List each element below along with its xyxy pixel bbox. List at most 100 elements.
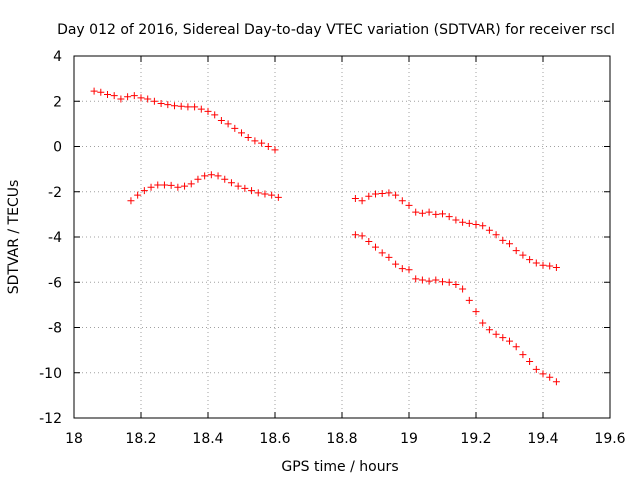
data-point	[526, 256, 534, 264]
x-tick-label: 18	[65, 431, 83, 447]
data-point	[532, 365, 540, 373]
data-point	[526, 357, 534, 365]
data-point	[150, 97, 158, 105]
data-point	[479, 222, 487, 230]
data-point	[519, 351, 527, 359]
data-point	[378, 190, 386, 198]
data-point	[412, 275, 420, 283]
ticks	[73, 55, 611, 419]
data-point	[445, 213, 453, 221]
y-axis-label: SDTVAR / TECUs	[6, 180, 22, 295]
data-point	[392, 191, 400, 199]
data-point	[479, 319, 487, 327]
data-point	[546, 262, 554, 270]
data-point	[211, 111, 219, 119]
data-point	[506, 240, 513, 248]
data-point	[499, 236, 507, 244]
data-point	[137, 94, 145, 102]
data-point	[452, 281, 460, 289]
data-point	[445, 278, 453, 286]
y-tick-label: -10	[39, 366, 62, 382]
data-point	[130, 92, 138, 100]
data-point	[439, 210, 446, 218]
x-tick-label: 19.6	[594, 431, 625, 447]
x-tick-label: 18.4	[192, 431, 223, 447]
data-point	[234, 182, 242, 190]
data-point	[398, 265, 406, 273]
grid	[74, 56, 610, 418]
data-point	[365, 192, 373, 200]
y-tick-label: -12	[39, 411, 62, 427]
data-point	[174, 183, 182, 191]
data-point	[465, 296, 473, 304]
data-point	[177, 102, 185, 110]
data-point	[385, 253, 393, 261]
data-point	[184, 103, 192, 111]
data-point	[552, 264, 560, 272]
data-point	[127, 197, 135, 205]
data-point	[164, 101, 172, 109]
x-axis-label: GPS time / hours	[281, 459, 398, 475]
data-point	[499, 334, 507, 342]
data-point	[552, 378, 560, 386]
data-point	[264, 143, 272, 150]
y-tick-label: -6	[48, 275, 62, 291]
data-point	[191, 103, 199, 111]
data-point	[418, 209, 426, 217]
data-point	[398, 197, 406, 205]
data-point	[459, 285, 467, 293]
data-point	[439, 278, 446, 286]
data-point	[492, 231, 500, 239]
data-point	[251, 137, 259, 145]
data-point	[254, 189, 262, 197]
data-point	[485, 226, 493, 234]
data-point	[117, 95, 125, 103]
data-point	[378, 249, 386, 257]
data-point	[194, 175, 202, 183]
y-tick-label: 2	[53, 94, 62, 110]
x-tick-label: 19.2	[460, 431, 491, 447]
data-point	[532, 259, 540, 267]
data-point	[167, 181, 175, 189]
data-point	[405, 201, 413, 209]
y-tick-label: 0	[53, 140, 62, 156]
data-point	[351, 231, 359, 239]
data-point	[512, 343, 520, 351]
data-point	[227, 179, 235, 187]
data-point	[418, 276, 426, 284]
data-point	[372, 243, 379, 251]
x-tick-label: 18.6	[259, 431, 290, 447]
y-tick-label: -4	[48, 230, 62, 246]
data-point	[539, 370, 547, 378]
data-point	[217, 116, 225, 124]
data-point	[221, 175, 229, 183]
data-point	[110, 92, 118, 100]
x-tick-label: 19	[400, 431, 418, 447]
data-point	[365, 238, 373, 246]
data-point	[147, 183, 155, 191]
data-point	[90, 87, 98, 95]
series	[90, 87, 279, 154]
chart-title: Day 012 of 2016, Sidereal Day-to-day VTE…	[57, 22, 615, 38]
data-point	[268, 191, 276, 199]
data-point	[244, 133, 252, 141]
data-point	[144, 95, 152, 103]
data-point	[472, 221, 480, 229]
data-point	[171, 102, 178, 110]
data-point	[157, 100, 165, 108]
y-tick-label: -8	[48, 321, 62, 337]
x-tick-label: 19.4	[527, 431, 558, 447]
series	[351, 189, 560, 272]
data-point	[425, 208, 433, 216]
data-point	[452, 216, 460, 224]
data-point	[160, 181, 168, 189]
data-point	[261, 190, 269, 198]
y-tick-label: -2	[48, 185, 62, 201]
y-tick-label: 4	[53, 49, 62, 65]
data-point	[358, 197, 366, 205]
data-points	[90, 87, 560, 386]
data-point	[432, 210, 440, 218]
data-point	[392, 260, 400, 268]
x-tick-label: 18.2	[125, 431, 156, 447]
data-point	[201, 172, 209, 180]
